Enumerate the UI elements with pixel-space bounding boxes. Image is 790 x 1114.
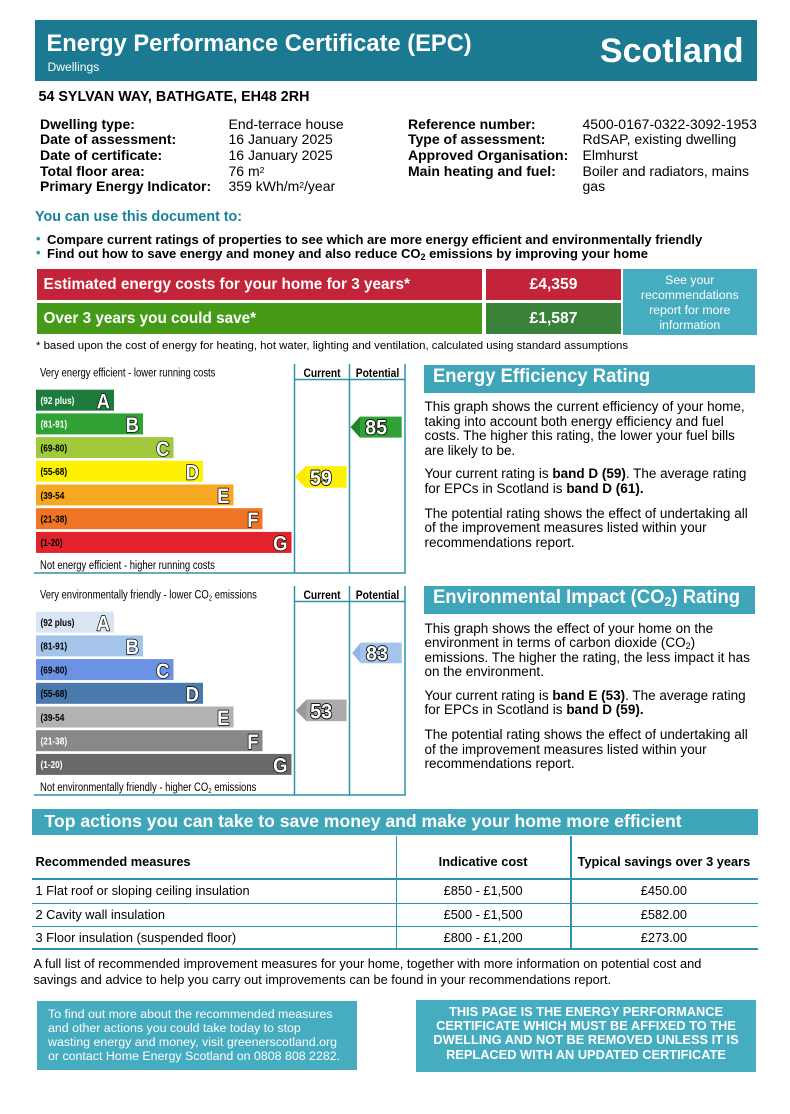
svg-text:Potential: Potential — [356, 589, 399, 602]
svg-text:C: C — [156, 659, 169, 682]
svg-text:85: 85 — [365, 416, 387, 440]
svg-text:(21-38): (21-38) — [41, 514, 68, 525]
svg-text:F: F — [247, 730, 258, 753]
svg-text:Very energy efficient - lower: Very energy efficient - lower running co… — [40, 366, 215, 379]
svg-text:G: G — [273, 754, 287, 777]
svg-text:C: C — [156, 438, 169, 461]
svg-text:(69-80): (69-80) — [41, 443, 68, 454]
svg-text:(39-54: (39-54 — [41, 490, 65, 501]
svg-text:59: 59 — [310, 466, 332, 490]
svg-text:Current: Current — [303, 367, 340, 380]
svg-text:83: 83 — [366, 641, 388, 665]
svg-text:(69-80): (69-80) — [41, 664, 68, 675]
svg-text:Not environmentally friendly -: Not environmentally friendly - higher CO… — [40, 781, 256, 795]
svg-text:(1-20): (1-20) — [41, 538, 63, 549]
svg-text:(39-54: (39-54 — [41, 712, 65, 723]
svg-text:F: F — [247, 509, 258, 532]
svg-text:(21-38): (21-38) — [41, 735, 68, 746]
svg-text:Potential: Potential — [356, 367, 399, 380]
svg-text:E: E — [217, 485, 229, 508]
svg-text:(1-20): (1-20) — [41, 759, 63, 770]
svg-text:(81-91): (81-91) — [41, 419, 68, 430]
svg-text:(55-68): (55-68) — [41, 466, 68, 477]
svg-text:G: G — [273, 533, 287, 556]
svg-text:53: 53 — [310, 699, 332, 723]
svg-text:(55-68): (55-68) — [41, 688, 68, 699]
svg-text:Current: Current — [303, 589, 340, 602]
svg-text:A: A — [97, 390, 110, 413]
svg-text:A: A — [97, 612, 110, 635]
svg-text:D: D — [186, 461, 199, 484]
svg-text:Not energy efficient - higher: Not energy efficient - higher running co… — [40, 559, 215, 572]
svg-text:B: B — [126, 636, 139, 659]
svg-text:B: B — [126, 414, 139, 437]
svg-text:Very environmentally friendly: Very environmentally friendly - lower CO… — [40, 588, 257, 602]
svg-text:(92 plus): (92 plus) — [41, 617, 75, 628]
svg-text:D: D — [186, 683, 199, 706]
svg-text:(81-91): (81-91) — [41, 641, 68, 652]
svg-text:(92 plus): (92 plus) — [41, 395, 75, 406]
svg-text:E: E — [217, 707, 229, 730]
